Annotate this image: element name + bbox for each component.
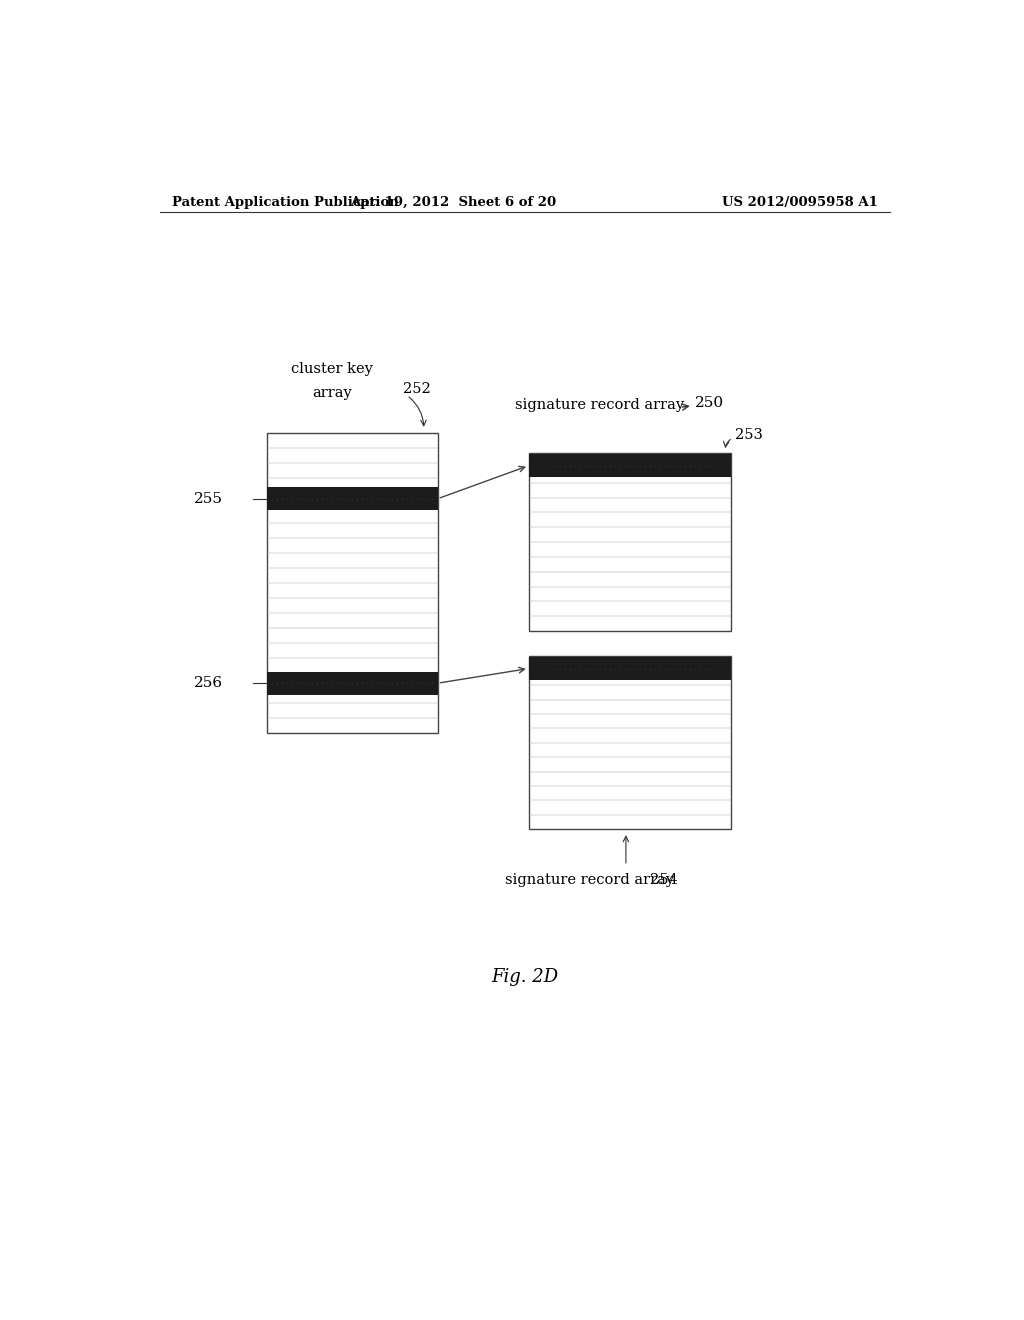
Text: signature record array: signature record array bbox=[515, 399, 684, 412]
Bar bbox=[267, 487, 437, 511]
Text: 250: 250 bbox=[682, 396, 725, 411]
Text: 252: 252 bbox=[403, 381, 431, 396]
Bar bbox=[267, 433, 437, 733]
Text: - - - - - - - - - - - - - - - - - - - - - - - - - - - - - - - - -: - - - - - - - - - - - - - - - - - - - - … bbox=[271, 496, 433, 500]
Bar bbox=[528, 657, 731, 680]
Text: cluster key: cluster key bbox=[291, 362, 373, 376]
Text: 256: 256 bbox=[195, 676, 223, 690]
Text: Fig. 2D: Fig. 2D bbox=[492, 968, 558, 986]
Text: Apr. 19, 2012  Sheet 6 of 20: Apr. 19, 2012 Sheet 6 of 20 bbox=[350, 195, 556, 209]
Text: array: array bbox=[312, 387, 351, 400]
Text: 255: 255 bbox=[195, 492, 223, 506]
Text: US 2012/0095958 A1: US 2012/0095958 A1 bbox=[722, 195, 878, 209]
Text: - - - - - - - - - - - - - - - - - - - - - - - - - - - - - - - - -: - - - - - - - - - - - - - - - - - - - - … bbox=[549, 463, 712, 467]
Bar bbox=[267, 672, 437, 694]
Text: Patent Application Publication: Patent Application Publication bbox=[172, 195, 398, 209]
Bar bbox=[528, 453, 731, 631]
Bar bbox=[528, 454, 731, 477]
Text: - - - - - - - - - - - - - - - - - - - - - - - - - - - - - - - - -: - - - - - - - - - - - - - - - - - - - - … bbox=[271, 681, 433, 685]
Text: 253: 253 bbox=[735, 428, 763, 442]
Text: 254: 254 bbox=[650, 873, 678, 887]
Text: signature record array: signature record array bbox=[505, 873, 674, 887]
Bar bbox=[528, 656, 731, 829]
Text: - - - - - - - - - - - - - - - - - - - - - - - - - - - - - - - - -: - - - - - - - - - - - - - - - - - - - - … bbox=[549, 667, 712, 671]
